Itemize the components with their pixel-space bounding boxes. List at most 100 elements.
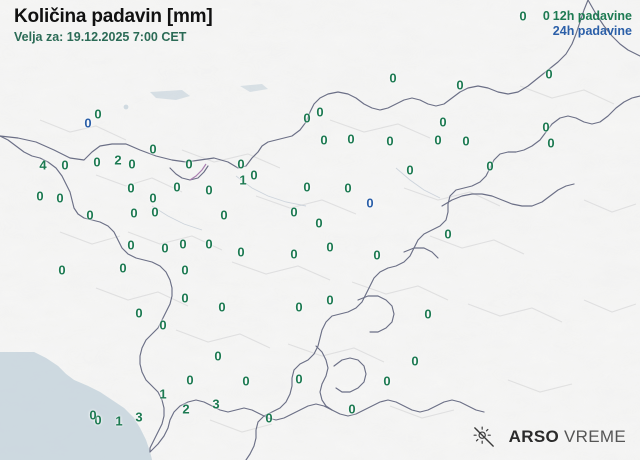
station-value: 0 (456, 77, 464, 93)
station-value: 0 (205, 182, 213, 198)
station-value: 0 (347, 131, 355, 147)
station-value: 0 (61, 157, 69, 173)
relief-shading (39, 85, 637, 433)
border-east (587, 0, 640, 57)
station-value: 0 (290, 246, 298, 262)
station-value: 0 (186, 372, 194, 388)
station-value: 0 (237, 156, 245, 172)
station-value: 0 (127, 180, 135, 196)
station-value: 0 (250, 167, 258, 183)
station-value: 0 (218, 299, 226, 315)
station-value: 0 (326, 292, 334, 308)
station-value: 0 (130, 205, 138, 221)
station-value: 0 (462, 133, 470, 149)
station-value: 0 (389, 70, 397, 86)
legend-item-12h: 0 12h padavine (543, 9, 632, 24)
station-value: 0 (119, 260, 127, 276)
station-value: 0 (36, 188, 44, 204)
station-value: 0 (316, 104, 324, 120)
station-value: 2 (114, 152, 122, 168)
station-value: 0 (265, 410, 273, 426)
legend-label-12h: 12h padavine (552, 9, 632, 23)
region-boundary-se-2 (333, 357, 367, 393)
vreme-label: VREME (564, 427, 626, 446)
border-south (149, 399, 485, 453)
station-value: 0 (161, 240, 169, 256)
legend: 0 12h padavine 24h padavine (543, 9, 632, 39)
station-value: 0 (547, 135, 555, 151)
station-value: 0 (128, 156, 136, 172)
station-value: 0 (159, 317, 167, 333)
station-value: 0 (214, 348, 222, 364)
legend-label-24h: 24h padavine (552, 24, 632, 38)
station-value: 0 (179, 236, 187, 252)
station-value: 0 (127, 180, 135, 196)
station-value: 0 (181, 262, 189, 278)
station-value: 0 (295, 371, 303, 387)
station-value: 0 (545, 66, 553, 82)
station-value: 0 (127, 237, 135, 253)
station-value: 0 (303, 179, 311, 195)
arso-wordmark: ARSO VREME (509, 427, 626, 447)
station-value: 0 (86, 207, 94, 223)
station-value: 0 (519, 8, 527, 24)
station-value: 1 (115, 413, 123, 429)
station-value: 0 (366, 195, 374, 211)
border-west (0, 135, 173, 453)
river-lines (151, 167, 441, 231)
legend-sample-value: 0 (542, 9, 550, 23)
station-value: 0 (542, 119, 550, 135)
station-value: 0 (326, 239, 334, 255)
station-value: 0 (237, 244, 245, 260)
station-value: 0 (320, 132, 328, 148)
station-value: 3 (135, 409, 143, 425)
station-value: 0 (94, 106, 102, 122)
station-value: 0 (383, 373, 391, 389)
region-boundary-ne (441, 183, 575, 207)
station-value: 2 (182, 401, 190, 417)
station-value: 0 (411, 353, 419, 369)
station-value: 0 (181, 290, 189, 306)
station-value: 0 (295, 299, 303, 315)
station-value: 0 (149, 190, 157, 206)
station-value: 0 (242, 373, 250, 389)
station-value: 4 (39, 157, 47, 173)
station-value: 0 (149, 141, 157, 157)
station-value: 0 (220, 207, 228, 223)
border-north (0, 0, 589, 169)
arso-name: ARSO (508, 427, 559, 446)
station-value: 0 (84, 115, 92, 131)
station-value: 0 (386, 133, 394, 149)
region-boundary-inner-a (357, 295, 395, 333)
station-value: 0 (135, 305, 143, 321)
border-highlight-nw (189, 163, 207, 181)
station-value: 1 (159, 386, 167, 402)
station-value: 0 (205, 236, 213, 252)
station-value: 0 (94, 412, 102, 428)
adriatic-sea-overlay (0, 352, 152, 460)
arso-logo: ARSO VREME (473, 426, 626, 448)
station-value: 0 (444, 226, 452, 242)
station-value: 0 (315, 215, 323, 231)
region-boundary-se (315, 345, 333, 411)
station-value: 0 (56, 190, 64, 206)
station-value: 0 (58, 262, 66, 278)
station-value: 0 (303, 110, 311, 126)
station-value: 0 (151, 204, 159, 220)
legend-item-24h: 24h padavine (543, 24, 632, 39)
station-value: 0 (89, 407, 97, 423)
station-value: 0 (348, 401, 356, 417)
region-boundary-inner-b (403, 247, 439, 259)
station-value: 0 (486, 158, 494, 174)
station-value: 0 (406, 162, 414, 178)
station-value: 1 (239, 172, 247, 188)
station-value: 0 (439, 114, 447, 130)
station-value: 3 (212, 396, 220, 412)
station-value: 0 (434, 132, 442, 148)
station-value: 0 (185, 156, 193, 172)
station-value: 0 (344, 180, 352, 196)
station-value: 0 (93, 154, 101, 170)
